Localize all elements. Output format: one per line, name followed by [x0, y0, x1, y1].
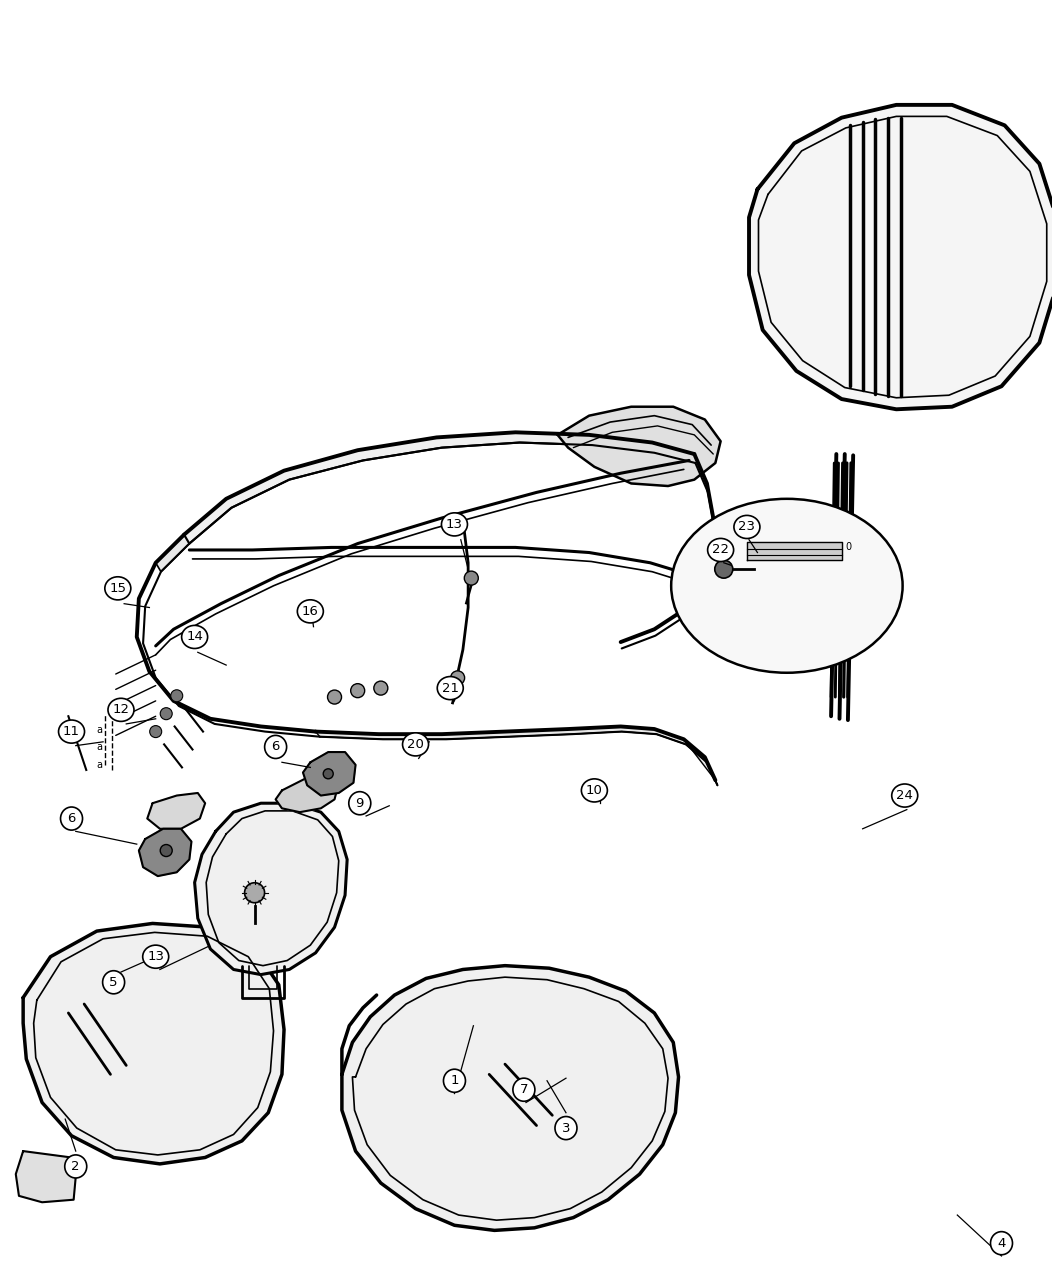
Text: 15: 15: [109, 582, 126, 595]
Ellipse shape: [403, 733, 428, 756]
Text: 14: 14: [186, 631, 203, 643]
Circle shape: [170, 689, 183, 702]
Ellipse shape: [708, 538, 733, 561]
Ellipse shape: [442, 513, 467, 536]
Ellipse shape: [734, 515, 760, 538]
Text: 0: 0: [846, 542, 852, 553]
Circle shape: [450, 671, 465, 684]
Ellipse shape: [59, 720, 84, 743]
Circle shape: [714, 560, 733, 578]
Text: 22: 22: [712, 544, 729, 556]
Text: a: a: [96, 725, 102, 735]
Circle shape: [373, 682, 388, 694]
Polygon shape: [558, 407, 721, 486]
Ellipse shape: [991, 1232, 1012, 1255]
Polygon shape: [184, 432, 695, 544]
Ellipse shape: [108, 698, 134, 721]
Text: 2: 2: [72, 1160, 80, 1173]
Text: 11: 11: [63, 725, 80, 738]
Text: 12: 12: [113, 703, 129, 716]
Polygon shape: [342, 966, 679, 1230]
Ellipse shape: [438, 677, 463, 700]
Ellipse shape: [103, 971, 124, 994]
Text: 20: 20: [407, 738, 424, 751]
Text: 4: 4: [997, 1237, 1006, 1250]
Ellipse shape: [143, 945, 168, 968]
Ellipse shape: [182, 625, 207, 648]
Circle shape: [327, 691, 342, 703]
Ellipse shape: [265, 735, 286, 758]
Circle shape: [160, 844, 173, 857]
Ellipse shape: [349, 792, 370, 815]
Polygon shape: [156, 535, 189, 572]
Polygon shape: [747, 542, 842, 560]
Ellipse shape: [671, 499, 903, 673]
Text: 9: 9: [356, 797, 364, 810]
Ellipse shape: [582, 779, 607, 802]
Polygon shape: [147, 793, 205, 829]
Ellipse shape: [65, 1155, 86, 1178]
Ellipse shape: [892, 784, 917, 807]
Polygon shape: [749, 105, 1052, 409]
Circle shape: [464, 572, 479, 585]
Text: 13: 13: [147, 950, 164, 963]
Circle shape: [350, 684, 365, 697]
Polygon shape: [23, 923, 284, 1164]
Ellipse shape: [444, 1069, 465, 1092]
Ellipse shape: [555, 1117, 576, 1140]
Polygon shape: [195, 803, 347, 975]
Text: 7: 7: [520, 1083, 528, 1096]
Text: 21: 21: [442, 682, 459, 694]
Circle shape: [323, 769, 333, 779]
Ellipse shape: [513, 1078, 534, 1101]
Text: 16: 16: [302, 605, 319, 618]
Text: 3: 3: [562, 1122, 570, 1134]
Text: 6: 6: [271, 741, 280, 753]
Text: a: a: [96, 760, 102, 770]
Text: 13: 13: [446, 518, 463, 531]
Text: 10: 10: [586, 784, 603, 797]
Ellipse shape: [105, 577, 130, 600]
Circle shape: [149, 725, 162, 738]
Circle shape: [160, 707, 173, 720]
Ellipse shape: [298, 600, 323, 623]
Circle shape: [244, 883, 265, 903]
Text: 23: 23: [739, 521, 755, 533]
Polygon shape: [303, 752, 356, 796]
Text: 6: 6: [67, 812, 76, 825]
Text: 1: 1: [450, 1074, 459, 1087]
Polygon shape: [276, 774, 339, 812]
Polygon shape: [139, 829, 191, 876]
Polygon shape: [16, 1151, 76, 1202]
Text: 24: 24: [896, 789, 913, 802]
Text: a: a: [96, 742, 102, 752]
Ellipse shape: [61, 807, 82, 830]
Polygon shape: [316, 726, 717, 785]
Text: 5: 5: [109, 976, 118, 989]
